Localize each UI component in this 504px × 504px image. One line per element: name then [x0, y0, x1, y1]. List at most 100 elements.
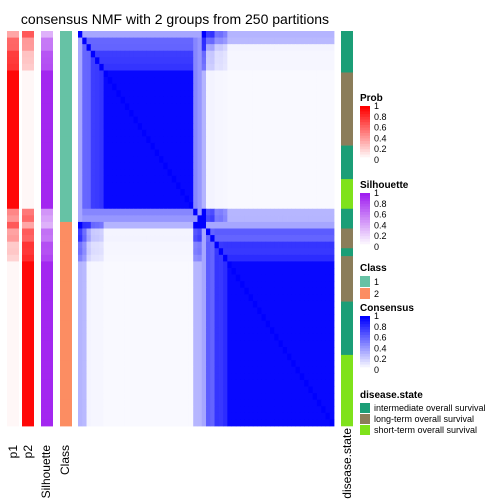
consensus-cell — [304, 169, 309, 177]
consensus-cell — [107, 379, 113, 387]
consensus-cell — [176, 248, 181, 256]
p1-cell — [7, 136, 19, 144]
consensus-cell — [197, 50, 203, 58]
consensus-cell — [201, 393, 207, 401]
p2-cell — [22, 156, 34, 164]
consensus-cell — [231, 300, 237, 308]
consensus-cell — [142, 281, 147, 289]
consensus-cell — [257, 248, 262, 256]
consensus-cell — [240, 208, 245, 216]
consensus-cell — [321, 215, 326, 223]
consensus-cell — [235, 149, 241, 157]
consensus-cell — [133, 333, 139, 341]
consensus-cell — [124, 287, 130, 295]
consensus-cell — [159, 333, 164, 341]
consensus-cell — [146, 44, 151, 52]
consensus-cell — [248, 379, 254, 387]
p1-cell — [7, 189, 19, 196]
consensus-cell — [304, 37, 309, 45]
consensus-cell — [244, 248, 250, 256]
consensus-cell — [240, 221, 245, 229]
consensus-cell — [244, 327, 250, 335]
consensus-cell — [137, 50, 143, 58]
consensus-cell — [171, 202, 177, 210]
consensus-cell — [146, 340, 151, 348]
consensus-cell — [278, 261, 284, 269]
consensus-cell — [248, 314, 254, 322]
consensus-cell — [150, 31, 156, 38]
consensus-cell — [244, 347, 250, 354]
consensus-cell — [270, 287, 275, 295]
consensus-cell — [223, 300, 228, 308]
consensus-cell — [146, 136, 151, 144]
consensus-cell — [321, 37, 326, 45]
consensus-cell — [206, 44, 211, 52]
consensus-cell — [304, 314, 309, 322]
consensus-cell — [295, 77, 301, 85]
consensus-cell — [321, 268, 326, 275]
consensus-cell — [159, 175, 164, 183]
consensus-cell — [312, 63, 318, 71]
consensus-cell — [325, 347, 331, 354]
consensus-cell — [78, 149, 83, 157]
consensus-cell — [137, 254, 143, 262]
consensus-cell — [312, 96, 318, 104]
consensus-cell — [312, 202, 318, 210]
consensus-cell — [107, 320, 113, 328]
consensus-cell — [197, 353, 203, 361]
consensus-cell — [193, 189, 198, 196]
consensus-cell — [103, 142, 109, 150]
consensus-cell — [90, 340, 96, 348]
consensus-cell — [240, 189, 245, 196]
consensus-cell — [227, 287, 232, 295]
consensus-cell — [137, 412, 143, 420]
consensus-cell — [291, 202, 296, 210]
consensus-cell — [78, 307, 83, 315]
class-cell — [60, 274, 72, 282]
consensus-cell — [270, 327, 275, 335]
consensus-cell — [240, 175, 245, 183]
consensus-cell — [103, 248, 109, 256]
consensus-cell — [235, 77, 241, 85]
consensus-cell — [180, 202, 186, 210]
consensus-cell — [252, 320, 258, 328]
consensus-cell — [244, 333, 250, 341]
consensus-cell — [159, 182, 164, 190]
consensus-cell — [218, 399, 224, 407]
consensus-cell — [150, 116, 156, 124]
consensus-cell — [252, 235, 258, 243]
consensus-cell — [112, 406, 117, 414]
consensus-cell — [265, 294, 271, 302]
consensus-cell — [133, 340, 139, 348]
consensus-cell — [240, 314, 245, 322]
consensus-cell — [171, 31, 177, 38]
consensus-cell — [78, 96, 83, 104]
consensus-cell — [159, 142, 164, 150]
consensus-cell — [193, 149, 198, 157]
class-cell — [60, 228, 72, 236]
consensus-cell — [274, 248, 279, 256]
consensus-cell — [291, 248, 296, 256]
consensus-cell — [325, 44, 331, 52]
consensus-cell — [133, 235, 139, 243]
consensus-cell — [329, 353, 335, 361]
consensus-cell — [223, 90, 228, 98]
p1-cell — [7, 195, 19, 203]
consensus-cell — [116, 320, 122, 328]
consensus-cell — [120, 353, 126, 361]
consensus-cell — [257, 195, 262, 203]
consensus-cell — [171, 281, 177, 289]
consensus-cell — [167, 77, 173, 85]
consensus-cell — [154, 162, 160, 170]
consensus-cell — [95, 347, 100, 354]
consensus-cell — [120, 254, 126, 262]
consensus-cell — [257, 294, 262, 302]
consensus-cell — [308, 83, 314, 91]
consensus-cell — [142, 129, 147, 137]
consensus-cell — [188, 294, 194, 302]
consensus-cell — [210, 195, 215, 203]
consensus-cell — [257, 90, 262, 98]
consensus-cell — [295, 314, 301, 322]
consensus-cell — [274, 386, 279, 394]
consensus-cell — [240, 235, 245, 243]
